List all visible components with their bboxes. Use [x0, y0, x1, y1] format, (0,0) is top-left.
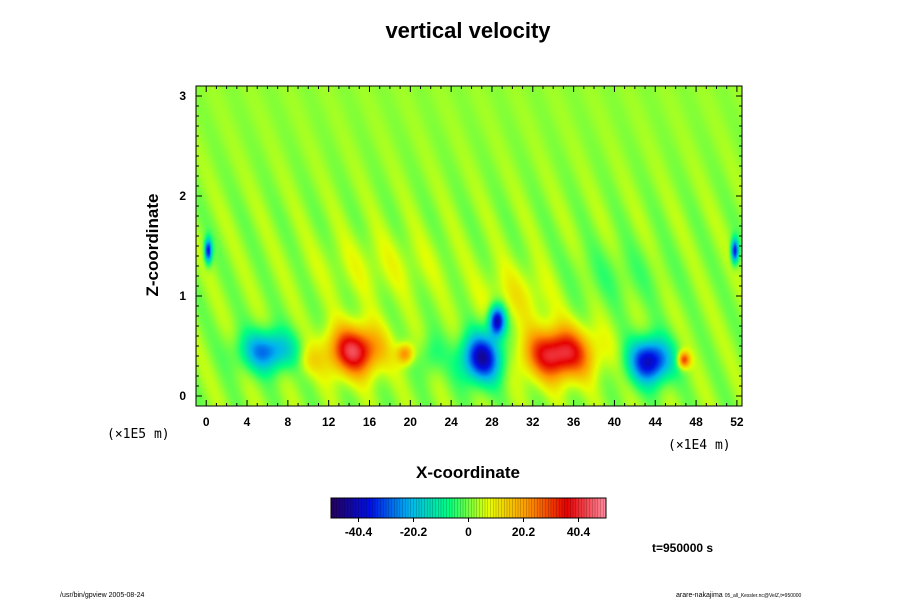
x-tick-label-48: 48 [689, 415, 703, 429]
heatmap-field [196, 86, 742, 406]
colorbar-tick-label-0: 0 [465, 525, 472, 539]
x-tick-label-36: 36 [567, 415, 581, 429]
x-tick-label-52: 52 [730, 415, 744, 429]
x-axis-ticks: 0 4 8 12 16 20 24 28 32 36 40 44 48 52 [203, 86, 744, 429]
x-axis-label: X-coordinate [416, 463, 520, 482]
y-tick-label-2: 2 [179, 189, 186, 203]
x-tick-label-0: 0 [203, 415, 210, 429]
footer-right: arare-nakajima 05_all_Kessler.nc@VelZ,t=9… [676, 592, 802, 599]
chart-title: vertical velocity [385, 18, 551, 43]
x-tick-label-28: 28 [485, 415, 499, 429]
x-tick-label-24: 24 [444, 415, 458, 429]
x-tick-label-12: 12 [322, 415, 336, 429]
colorbar: -40.4 -20.2 0 20.2 40.4 [330, 497, 607, 539]
colorbar-tick-label-40.4: 40.4 [567, 525, 591, 539]
colorbar-tick-label--40.4: -40.4 [345, 525, 373, 539]
x-scale-label: (×1E4 m) [668, 438, 731, 453]
colorbar-gradient [331, 498, 606, 518]
footer-right-main: arare-nakajima [676, 592, 723, 599]
footer-right-small: 05_all_Kessler.nc@VelZ,t=950000 [725, 593, 802, 599]
footer-left: /usr/bin/gpview 2005-08-24 [60, 592, 145, 599]
x-tick-label-8: 8 [285, 415, 292, 429]
y-tick-label-0: 0 [179, 389, 186, 403]
colorbar-tick-label-20.2: 20.2 [512, 525, 536, 539]
x-tick-label-16: 16 [363, 415, 377, 429]
x-tick-label-4: 4 [244, 415, 251, 429]
x-tick-label-32: 32 [526, 415, 540, 429]
y-tick-label-1: 1 [179, 289, 186, 303]
colorbar-ticks: -40.4 -20.2 0 20.2 40.4 [345, 518, 591, 539]
x-tick-label-44: 44 [649, 415, 663, 429]
y-tick-label-3: 3 [179, 89, 186, 103]
colorbar-divisions [333, 498, 604, 518]
y-axis-ticks: 0 1 2 3 [179, 89, 742, 403]
y-axis-label: Z-coordinate [143, 194, 162, 297]
time-label: t=950000 s [652, 541, 713, 555]
colorbar-tick-label--20.2: -20.2 [400, 525, 428, 539]
x-tick-label-40: 40 [608, 415, 622, 429]
x-tick-label-20: 20 [404, 415, 418, 429]
y-scale-label: (×1E5 m) [107, 427, 170, 442]
